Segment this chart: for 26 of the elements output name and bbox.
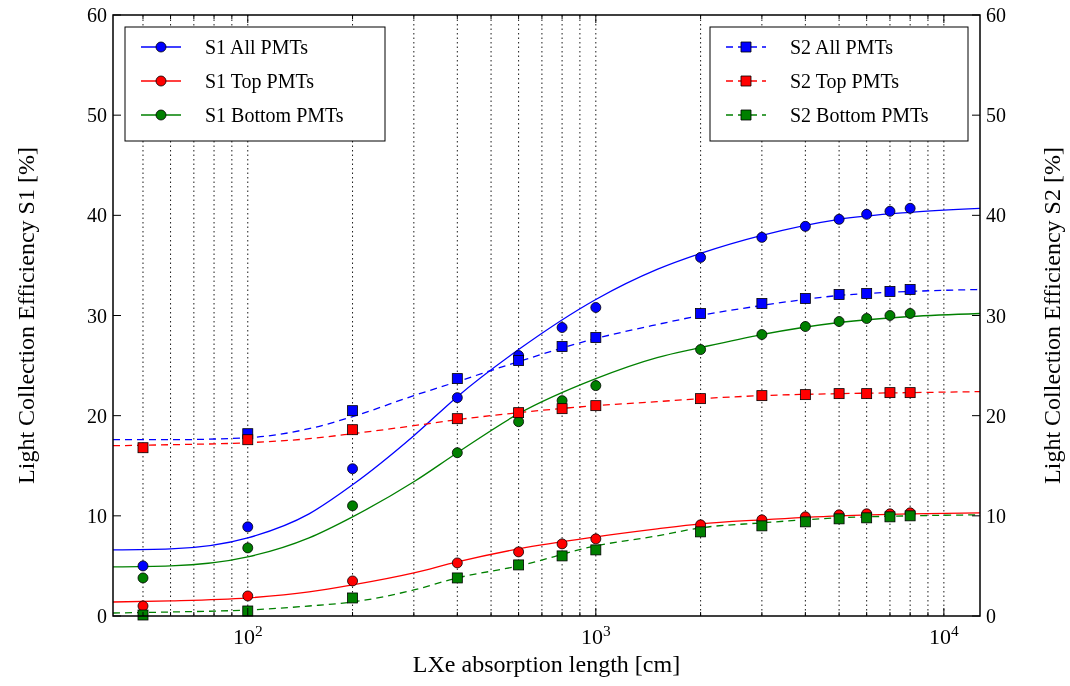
y2-tick-label: 60 <box>986 4 1006 26</box>
y-axis-title: Light Collection Efficiency S1 [%] <box>13 147 39 484</box>
y-tick-label: 10 <box>87 504 107 527</box>
y2-tick-label: 20 <box>986 404 1006 427</box>
legend-label: S2 Top PMTs <box>790 70 900 93</box>
y-tick-label: 40 <box>87 204 107 227</box>
x-axis-title: LXe absorption length [cm] <box>412 651 681 677</box>
y-tick-label: 30 <box>87 304 107 327</box>
x-tick-label: 10$^{3}$ <box>580 621 611 649</box>
y2-tick-label: 40 <box>986 204 1006 227</box>
y2-axis-title: Light Collection Efficiency S2 [%] <box>1039 147 1065 484</box>
legend-label: S2 Bottom PMTs <box>790 104 929 126</box>
legend-label: S2 All PMTs <box>790 36 894 58</box>
y-tick-label: 0 <box>97 605 107 627</box>
y-tick-label: 20 <box>87 404 107 427</box>
x-tick-label: 10$^{2}$ <box>232 621 263 649</box>
legend-label: S1 All PMTs <box>205 36 309 58</box>
y-tick-label: 60 <box>87 4 107 26</box>
y2-tick-label: 50 <box>986 104 1006 127</box>
y-tick-label: 50 <box>87 104 107 127</box>
legend-label: S1 Top PMTs <box>205 70 315 93</box>
y2-tick-label: 0 <box>986 605 996 627</box>
y2-tick-label: 10 <box>986 504 1006 527</box>
legend-label: S1 Bottom PMTs <box>205 104 344 126</box>
x-tick-label: 10$^{4}$ <box>929 621 960 649</box>
y2-tick-label: 30 <box>986 304 1006 327</box>
